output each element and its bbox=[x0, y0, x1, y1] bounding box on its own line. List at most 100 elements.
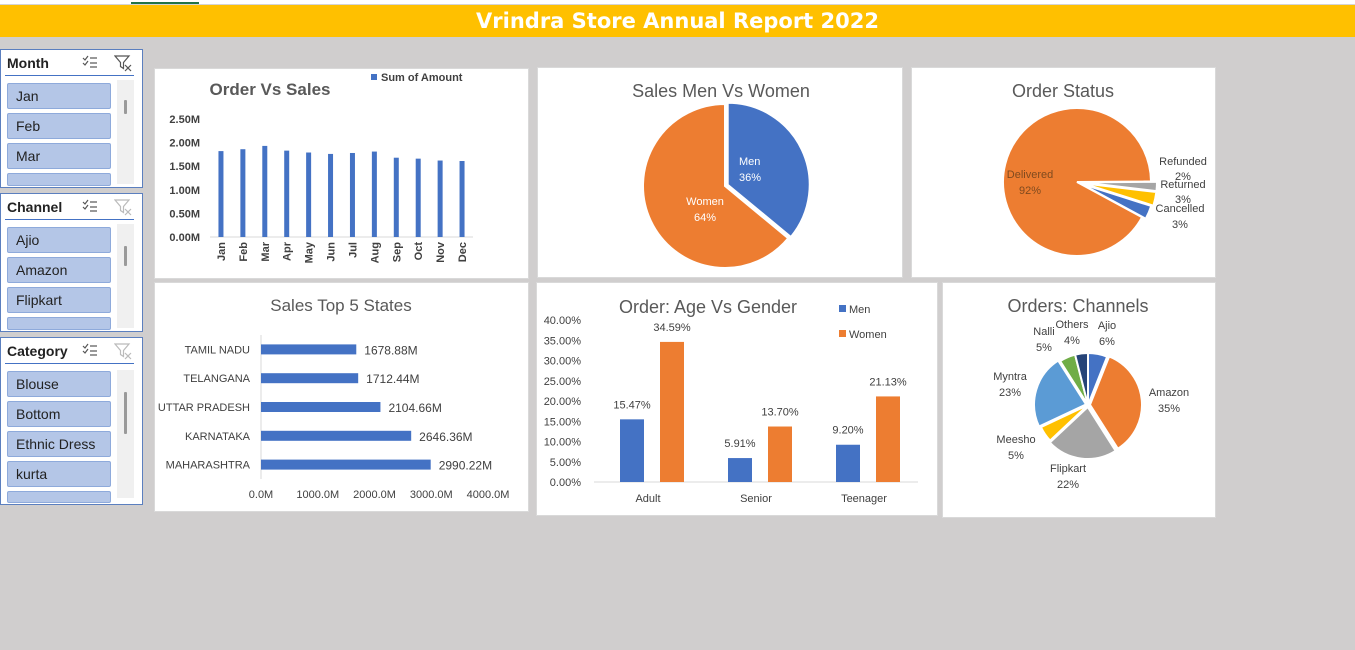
x-tick-label: Sep bbox=[391, 242, 403, 262]
x-tick-label: Feb bbox=[238, 242, 250, 262]
y-tick-label: 2.00M bbox=[169, 138, 200, 150]
slicer-channel[interactable]: Channel Ajio Amazon Flipkart bbox=[0, 193, 143, 332]
slicer-title: Channel bbox=[7, 199, 63, 215]
slicer-item[interactable]: Amazon bbox=[7, 257, 111, 283]
x-tick-label: 3000.0M bbox=[410, 489, 453, 501]
slice-label: Returned bbox=[1160, 179, 1205, 191]
y-tick-label: 5.00% bbox=[550, 457, 581, 469]
x-tick-label: Senior bbox=[740, 493, 772, 505]
bar bbox=[836, 444, 860, 482]
legend-swatch bbox=[839, 330, 846, 337]
y-tick-label: 0.00M bbox=[169, 232, 200, 244]
x-tick-label: 4000.0M bbox=[467, 489, 510, 501]
slice-label: Ajio bbox=[1098, 320, 1116, 332]
slicer-scrollbar[interactable] bbox=[117, 224, 134, 328]
y-tick-label: 35.00% bbox=[544, 335, 582, 347]
x-tick-label: Dec bbox=[457, 242, 469, 262]
slice-percent: 5% bbox=[1036, 342, 1052, 354]
slice-percent: 5% bbox=[1008, 450, 1024, 462]
data-label: 2104.66M bbox=[388, 401, 441, 415]
slicer-category[interactable]: Category Blouse Bottom Ethnic Dress kurta bbox=[0, 337, 143, 505]
slicer-header-divider bbox=[5, 219, 134, 220]
slicer-scrollbar[interactable] bbox=[117, 370, 134, 498]
slicer-item-partial[interactable] bbox=[7, 173, 111, 186]
slice-percent: 35% bbox=[1158, 403, 1180, 415]
slicer-item[interactable]: Flipkart bbox=[7, 287, 111, 313]
bar bbox=[218, 151, 224, 237]
x-tick-label: Aug bbox=[369, 242, 381, 263]
slicer-month[interactable]: Month Jan Feb Mar bbox=[0, 49, 143, 188]
bar bbox=[437, 160, 443, 237]
chart-title: Order: Age Vs Gender bbox=[619, 297, 797, 317]
clear-filter-icon[interactable] bbox=[113, 198, 132, 219]
pie-slice bbox=[1080, 182, 1153, 221]
order-vs-sales-card: Order Vs Sales Sum of Amount 0.00M 0.50M 1.0… bbox=[154, 68, 529, 279]
slicer-title: Month bbox=[7, 55, 49, 71]
multi-select-icon[interactable] bbox=[82, 343, 98, 360]
scrollbar-thumb[interactable] bbox=[124, 392, 127, 434]
y-tick-label: 25.00% bbox=[544, 376, 582, 388]
chart-title: Order Vs Sales bbox=[210, 80, 331, 99]
slicer-item[interactable]: Ajio bbox=[7, 227, 111, 253]
slicer-item[interactable]: Blouse bbox=[7, 371, 111, 397]
age-vs-gender-chart: Order: Age Vs Gender Men Women 0.00% 5.00% 10… bbox=[544, 297, 918, 505]
bar bbox=[261, 402, 381, 412]
y-tick-label: TELANGANA bbox=[183, 373, 250, 385]
slice-percent: 23% bbox=[999, 387, 1021, 399]
slicer-header: Month bbox=[1, 50, 142, 76]
x-tick-label: Jan bbox=[216, 242, 228, 261]
scrollbar-thumb[interactable] bbox=[124, 100, 127, 114]
clear-filter-icon[interactable] bbox=[113, 342, 132, 363]
slicer-item[interactable]: Jan bbox=[7, 83, 111, 109]
active-cell-indicator bbox=[131, 0, 199, 4]
multi-select-icon[interactable] bbox=[82, 199, 98, 216]
order-status-chart: Order Status Delivered 92% Refunded 2%Return… bbox=[1002, 81, 1207, 257]
x-tick-label: Jul bbox=[347, 242, 359, 258]
bar bbox=[728, 458, 752, 482]
x-tick-label: Oct bbox=[413, 242, 425, 261]
slicer-title: Category bbox=[7, 343, 68, 359]
slice-percent: 3% bbox=[1175, 194, 1191, 206]
data-label: 2990.22M bbox=[439, 459, 492, 473]
clear-filter-icon[interactable] bbox=[113, 54, 132, 75]
legend-swatch bbox=[839, 305, 846, 312]
slicer-item[interactable]: Feb bbox=[7, 113, 111, 139]
slice-percent: 92% bbox=[1019, 185, 1041, 197]
x-tick-label: 2000.0M bbox=[353, 489, 396, 501]
bar bbox=[876, 396, 900, 482]
sales-men-women-card: Sales Men Vs Women Men 36% Women 64% bbox=[537, 67, 903, 278]
slicer-item[interactable]: Mar bbox=[7, 143, 111, 169]
slice-label: Others bbox=[1055, 319, 1089, 331]
pie-slice bbox=[1082, 182, 1158, 207]
bar bbox=[459, 161, 465, 237]
chart-title: Orders: Channels bbox=[1007, 296, 1148, 316]
y-tick-label: 1.00M bbox=[169, 185, 200, 197]
slicer-item-partial[interactable] bbox=[7, 491, 111, 503]
multi-select-icon[interactable] bbox=[82, 55, 98, 72]
slice-label: Delivered bbox=[1007, 169, 1053, 181]
order-status-card: Order Status Delivered 92% Refunded 2% Return… bbox=[911, 67, 1216, 278]
slicer-header-divider bbox=[5, 363, 134, 364]
slicer-item[interactable]: Bottom bbox=[7, 401, 111, 427]
scrollbar-thumb[interactable] bbox=[124, 246, 127, 266]
bar bbox=[393, 157, 399, 237]
chart-title: Order Status bbox=[1012, 81, 1114, 101]
bar bbox=[240, 149, 246, 237]
bar bbox=[306, 152, 312, 237]
sheet-column-strip bbox=[0, 0, 1355, 5]
slicer-scrollbar[interactable] bbox=[117, 80, 134, 184]
y-tick-label: 0.50M bbox=[169, 208, 200, 220]
slice-percent: 6% bbox=[1099, 336, 1115, 348]
bar bbox=[660, 341, 684, 482]
slice-label: Myntra bbox=[993, 371, 1028, 383]
data-label: 1678.88M bbox=[364, 343, 417, 357]
pie-slice bbox=[1033, 359, 1088, 428]
slicer-item[interactable]: kurta bbox=[7, 461, 111, 487]
slice-percent: 22% bbox=[1057, 479, 1079, 491]
report-title: Vrindra Store Annual Report 2022 bbox=[0, 5, 1355, 37]
slicer-item-partial[interactable] bbox=[7, 317, 111, 330]
x-tick-label: Apr bbox=[282, 241, 294, 261]
pie-slice bbox=[1073, 351, 1089, 406]
x-tick-label: Teenager bbox=[841, 493, 887, 505]
slicer-item[interactable]: Ethnic Dress bbox=[7, 431, 111, 457]
